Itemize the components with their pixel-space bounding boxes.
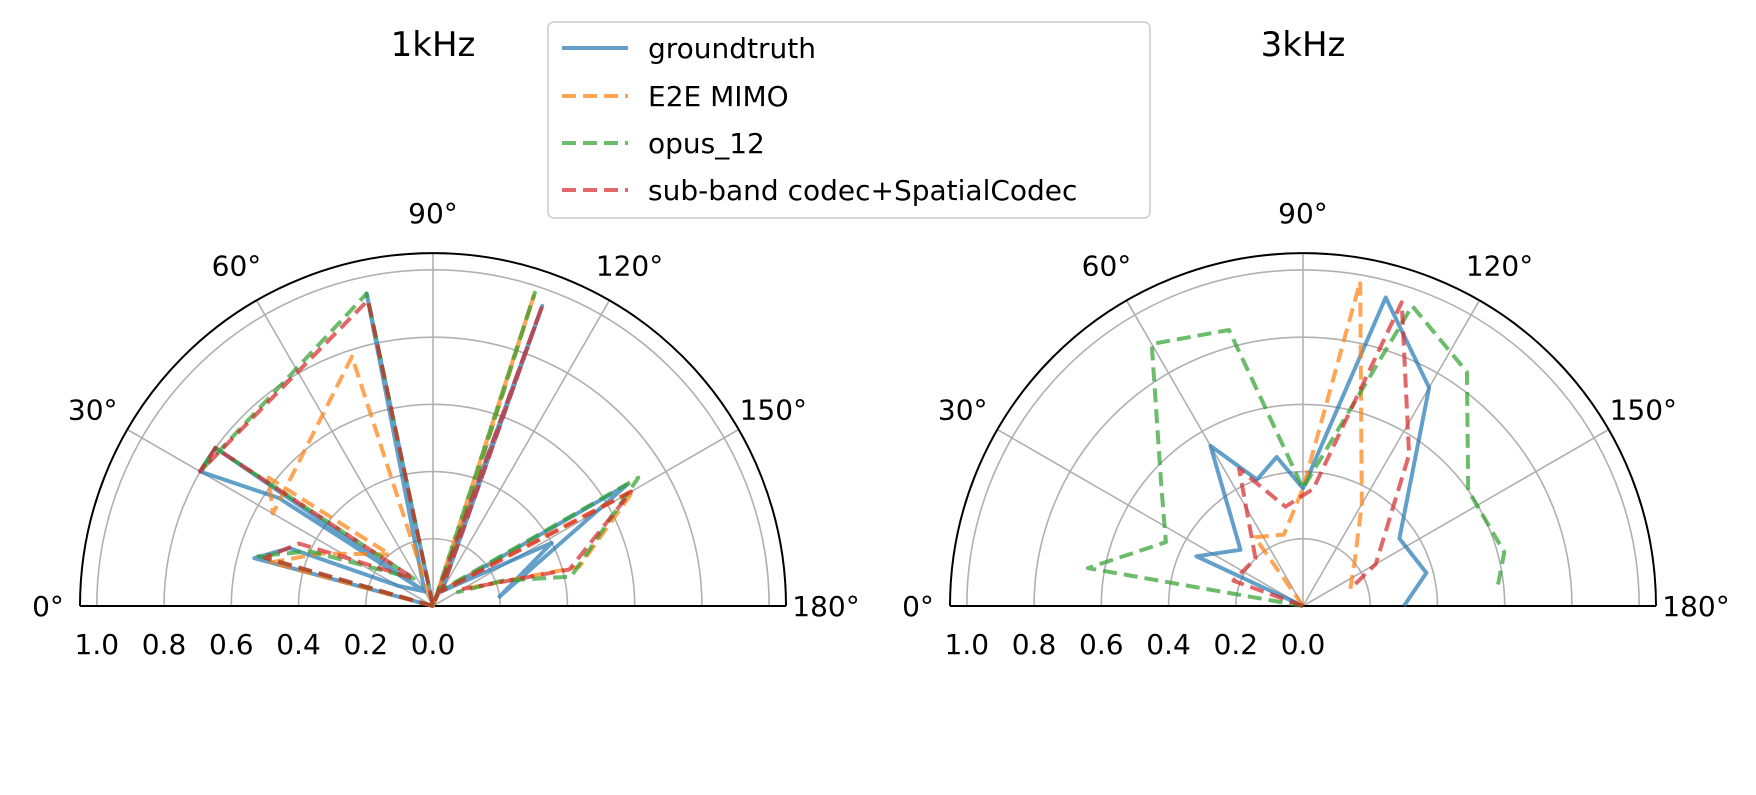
theta-tick-label: 90° <box>408 197 458 230</box>
r-tick-label: 0.0 <box>1281 628 1326 661</box>
r-tick-label: 0.4 <box>1146 628 1191 661</box>
polar-panel-2: 0° 30° 60° 90° 120° 150° 180° 1.0 0.8 0.6 0.4 0.2 0.… <box>902 25 1730 661</box>
polar-panels: 0° 30° 60° 90° 120° 150° 180° 1.0 0.8 0.6 0.4 0.2 0.… <box>32 25 1730 661</box>
grid-spoke <box>1302 299 1481 607</box>
grid-spoke <box>1302 428 1610 607</box>
grid-spoke <box>255 299 434 607</box>
r-tick-label: 0.8 <box>142 628 187 661</box>
r-tick-label: 0.6 <box>209 628 254 661</box>
series-line-groundtruth <box>1194 295 1432 608</box>
series-line-groundtruth <box>198 291 629 608</box>
r-tick-label: 0.2 <box>1214 628 1259 661</box>
theta-tick-label: 0° <box>32 590 64 623</box>
chart-title: 3kHz <box>1261 25 1346 65</box>
legend-entry-e2e-mimo: E2E MIMO <box>562 80 789 113</box>
polar-frame-arc <box>949 252 1657 607</box>
r-tick-label: 1.0 <box>945 628 990 661</box>
legend-frame <box>547 21 1151 219</box>
legend-label: groundtruth <box>648 32 816 65</box>
theta-tick-label: 30° <box>938 394 988 427</box>
theta-tick-label: 120° <box>596 250 663 283</box>
series-line-sub-band-codec-spatialcodec <box>1231 300 1412 608</box>
r-tick-label: 0.4 <box>276 628 321 661</box>
r-tick-label: 1.0 <box>75 628 120 661</box>
r-tick-label: 0.2 <box>344 628 389 661</box>
grid-spoke <box>126 428 434 607</box>
polar-frame-arc <box>79 252 787 607</box>
theta-tick-label: 180° <box>1662 590 1729 623</box>
grid-spoke <box>1125 299 1304 607</box>
r-tick-label: 0.0 <box>411 628 456 661</box>
theta-tick-label: 90° <box>1278 197 1328 230</box>
legend-label: sub-band codec+SpatialCodec <box>648 174 1077 207</box>
r-tick-label: 0.8 <box>1012 628 1057 661</box>
series-line-opus-12 <box>1085 303 1507 608</box>
r-tick-label: 0.6 <box>1079 628 1124 661</box>
legend-label: E2E MIMO <box>648 80 789 113</box>
series-line-sub-band-codec-spatialcodec <box>198 298 633 608</box>
legend-label: opus_12 <box>648 127 765 160</box>
grid-spoke <box>432 428 740 607</box>
grid-spoke <box>996 428 1304 607</box>
theta-tick-label: 60° <box>1082 250 1132 283</box>
theta-tick-label: 60° <box>212 250 262 283</box>
polar-panel-1: 0° 30° 60° 90° 120° 150° 180° 1.0 0.8 0.6 0.4 0.2 0.… <box>32 25 860 661</box>
legend-entry-opus-12: opus_12 <box>562 127 765 160</box>
legend-entry-subband-codec: sub-band codec+SpatialCodec <box>562 174 1077 207</box>
theta-tick-label: 120° <box>1466 250 1533 283</box>
legend: groundtruth E2E MIMO opus_12 sub-band co… <box>547 21 1151 219</box>
chart-title: 1kHz <box>391 25 476 65</box>
theta-tick-label: 30° <box>68 394 118 427</box>
series-line-e2e-mimo <box>1252 279 1364 608</box>
grid-spoke <box>432 299 611 607</box>
legend-entry-groundtruth: groundtruth <box>562 32 816 65</box>
theta-tick-label: 150° <box>1610 394 1677 427</box>
theta-tick-label: 0° <box>902 590 934 623</box>
theta-tick-label: 180° <box>792 590 859 623</box>
theta-tick-label: 150° <box>740 394 807 427</box>
